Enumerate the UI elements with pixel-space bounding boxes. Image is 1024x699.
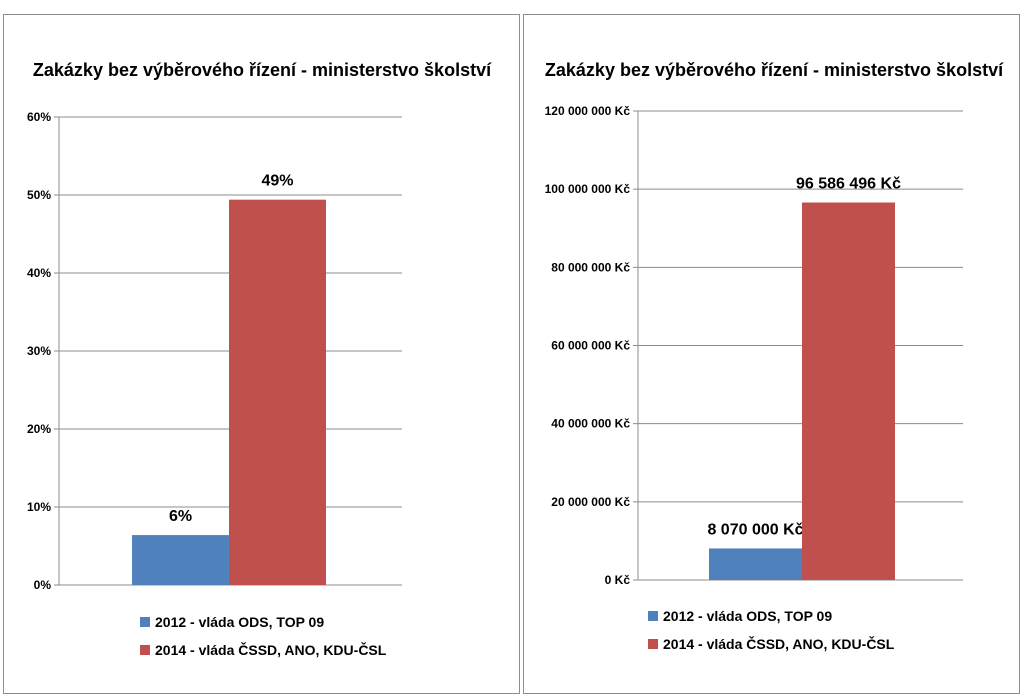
bar [132,535,229,585]
y-tick-label: 0 Kč [605,573,631,587]
y-tick-label: 60% [27,110,51,124]
legend-swatch [140,645,150,655]
data-label: 8 070 000 Kč [707,521,803,538]
legend-swatch [648,611,658,621]
chart-svg-percent: Zakázky bez výběrového řízení - minister… [27,60,492,658]
legend-swatch [140,617,150,627]
y-tick-label: 80 000 000 Kč [551,260,630,274]
bar [802,202,895,580]
legend-label: 2012 - vláda ODS, TOP 09 [663,608,832,624]
legend-label: 2014 - vláda ČSSD, ANO, KDU-ČSL [663,635,895,652]
data-label: 6% [169,508,192,525]
y-tick-label: 50% [27,188,51,202]
legend-label: 2014 - vláda ČSSD, ANO, KDU-ČSL [155,641,387,658]
data-label: 49% [261,173,293,190]
y-tick-label: 40 000 000 Kč [551,417,630,431]
y-tick-label: 10% [27,500,51,514]
chart-panel-ministry-amount: Zakázky bez výběrového řízení - minister… [523,14,1020,694]
y-tick-label: 100 000 000 Kč [545,182,631,196]
y-tick-label: 0% [34,578,52,592]
data-label: 96 586 496 Kč [796,176,901,193]
y-tick-label: 30% [27,344,51,358]
bar [709,548,802,580]
y-tick-label: 60 000 000 Kč [551,339,630,353]
legend-label: 2012 - vláda ODS, TOP 09 [155,614,324,630]
bar [229,199,326,585]
y-tick-label: 40% [27,266,51,280]
y-tick-label: 120 000 000 Kč [545,104,631,118]
y-tick-label: 20% [27,422,51,436]
chart-title: Zakázky bez výběrového řízení - minister… [545,60,1004,80]
legend-swatch [648,639,658,649]
chart-title: Zakázky bez výběrového řízení - minister… [33,60,492,80]
y-tick-label: 20 000 000 Kč [551,495,630,509]
chart-panel-ministry-percent: Zakázky bez výběrového řízení - minister… [3,14,520,694]
chart-svg-amount: Zakázky bez výběrového řízení - minister… [545,60,1004,652]
